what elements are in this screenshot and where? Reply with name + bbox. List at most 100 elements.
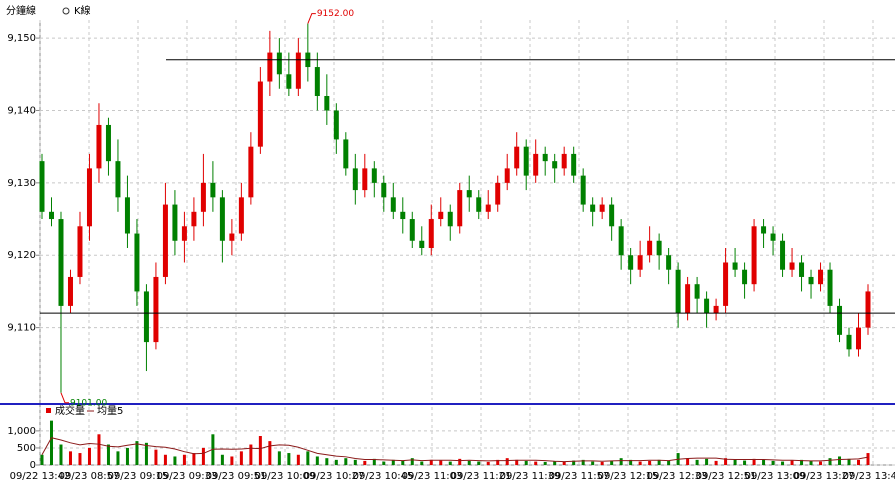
candle-body [732,262,738,270]
candle-body [723,262,729,306]
x-tick-label: 09/23 10:09 [255,471,316,482]
candle-body [172,204,178,241]
volume-bar [78,453,82,465]
volume-bar [363,460,367,465]
volume-bar [638,461,642,465]
volume-bar [382,461,386,465]
volume-bar [809,460,813,465]
y-tick-label: 9,110 [7,323,36,334]
candle-body [447,211,453,227]
volume-bar [163,454,167,465]
volume-bar [106,444,110,465]
candle-body [599,204,605,212]
volume-bar [220,454,224,465]
annotation: 9101.00 [70,398,107,408]
candle-body [143,291,149,343]
volume-bar [572,460,576,465]
candle-body [675,269,681,314]
candle-body [409,219,415,241]
volume-bar [629,459,633,465]
candle-body [799,262,805,277]
volume-bar [249,444,253,465]
candle-body [77,226,83,277]
volume-bar [135,441,139,465]
volume-bar [667,460,671,465]
volume-bar [762,459,766,465]
candle-body [58,219,64,306]
candle-body [656,240,662,256]
x-tick-label: 09/23 10:45 [353,471,414,482]
volume-bar [125,447,129,465]
volume-bar [401,460,405,465]
volume-bar [752,458,756,465]
volume-bar [477,461,481,465]
volume-bar [515,459,519,465]
candle-body [134,233,140,292]
candle-body [267,52,273,82]
x-tick-label: 09/23 08:57 [59,471,120,482]
volume-bar [49,420,53,465]
volume-bar [420,461,424,465]
candle-body [637,255,643,270]
tab-minute[interactable]: 分鐘線 [6,4,36,17]
candle-body [400,211,406,220]
volume-bar [344,458,348,465]
candle-body [438,211,444,220]
candle-body [609,204,615,227]
candle-body [276,52,282,75]
candle-body [514,146,520,169]
volume-bar [239,451,243,465]
volume-bar [467,460,471,465]
volume-bar [648,460,652,465]
volume-bar [59,444,63,465]
candle-body [210,182,216,198]
candle-body [48,211,54,220]
candle-body [371,168,377,183]
candle-body [751,226,757,285]
tab-icon [62,7,70,15]
candle-body [343,139,349,169]
candle-body [219,197,225,241]
volume-bar [610,460,614,465]
candle-body [457,190,463,227]
y-tick-label: 500 [17,443,36,454]
candle-body [504,168,510,183]
legend-volume: 成交量 [55,404,85,417]
candle-body [362,168,368,191]
y-tick-label: 9,120 [7,250,36,261]
candle-body [295,52,301,89]
volume-bar [486,461,490,465]
volume-bar [391,459,395,465]
x-tick-label: 09/23 12:15 [598,471,659,482]
candle-body [780,240,786,270]
candle-body [837,305,843,335]
x-tick-label: 09/23 13:27 [794,471,855,482]
candle-body [561,153,567,169]
x-tick-label: 09/23 09:33 [157,471,218,482]
volume-bar [410,458,414,465]
volume-bar [372,458,376,465]
candle-body [523,146,529,176]
volume-bar [173,456,177,465]
volume-bar [353,459,357,465]
volume-bar [505,458,509,465]
volume-bar [325,458,329,465]
candle-body [229,233,235,241]
x-tick-label: 09/23 13:09 [745,471,806,482]
candle-body [248,146,254,198]
volume-bar [743,460,747,465]
candle-body [381,182,387,198]
candle-body [694,284,700,299]
candle-body [533,153,539,176]
volume-bar [40,454,44,465]
volume-bar [116,451,120,465]
volume-bar [97,434,101,465]
x-tick-label: 09/23 11:57 [549,471,610,482]
tab-k[interactable]: K線 [74,4,91,17]
candle-body [314,67,320,96]
x-tick-label: 09/23 11:21 [451,471,512,482]
candle-body [618,226,624,256]
candle-body [238,197,244,234]
candle-body [96,124,102,169]
